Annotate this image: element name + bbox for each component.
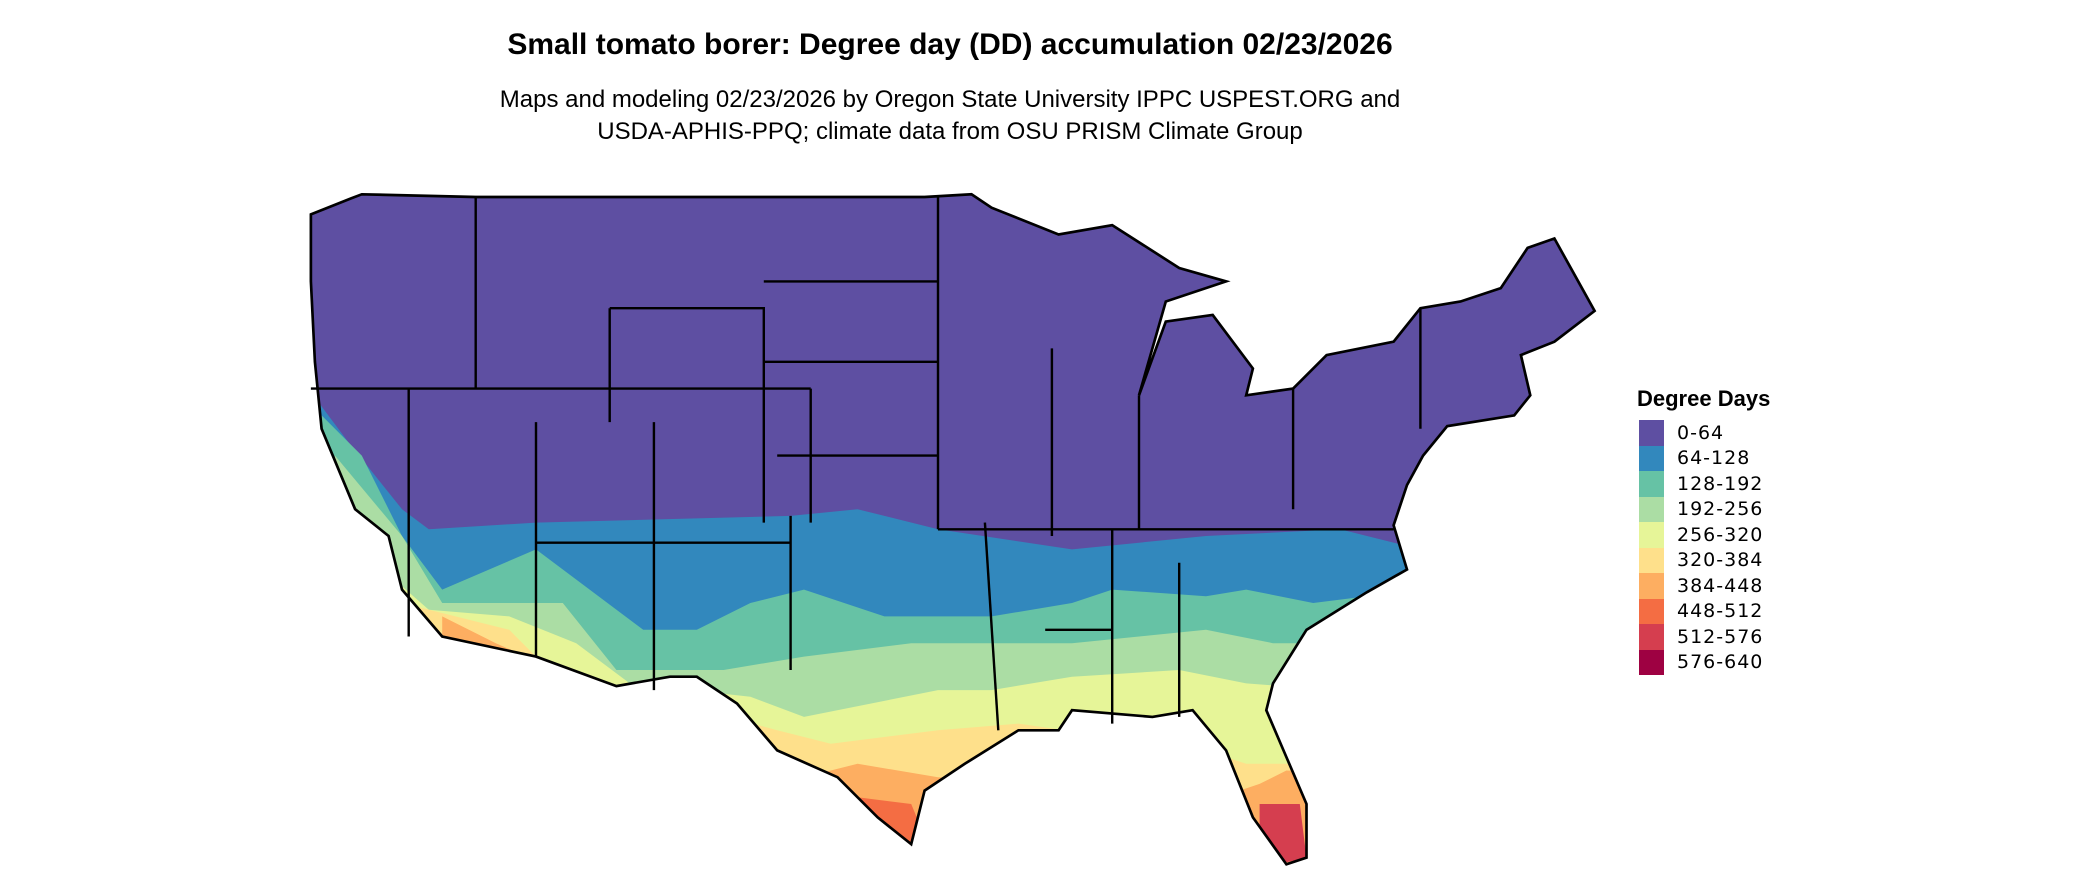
legend-swatch <box>1639 649 1664 675</box>
legend-swatch <box>1639 547 1664 573</box>
legend-label: 0-64 <box>1677 421 1725 444</box>
legend-title: Degree Days <box>1637 386 1771 411</box>
legend-label: 512-576 <box>1677 625 1764 648</box>
legend-swatch <box>1639 445 1664 471</box>
legend-swatch <box>1639 598 1664 624</box>
legend-item: 320-384 <box>1639 547 1770 573</box>
legend-item: 192-256 <box>1639 496 1770 522</box>
legend-label: 384-448 <box>1677 574 1764 597</box>
legend-swatch <box>1639 624 1664 650</box>
legend-swatch <box>1639 420 1664 446</box>
map-subtitle-line1: Maps and modeling 02/23/2026 by Oregon S… <box>499 86 1401 113</box>
legend-label: 128-192 <box>1677 472 1764 495</box>
legend-label: 576-640 <box>1677 651 1764 674</box>
legend-label: 64-128 <box>1677 447 1751 470</box>
state-border <box>983 522 1000 731</box>
legend-swatch <box>1639 573 1664 599</box>
legend-swatch <box>1639 496 1664 522</box>
legend-item: 128-192 <box>1639 471 1770 497</box>
legend-label: 320-384 <box>1677 549 1764 572</box>
legend-label: 256-320 <box>1677 523 1764 546</box>
state-border <box>609 306 766 523</box>
legend-label: 192-256 <box>1677 498 1764 521</box>
map-title: Small tomato borer: Degree day (DD) accu… <box>507 28 1393 61</box>
legend: Degree Days 0-64 64-128 128-192 192-256 256-… <box>1637 386 1771 675</box>
legend-item: 448-512 <box>1639 598 1770 624</box>
legend-item: 576-640 <box>1639 649 1770 675</box>
legend-item: 64-128 <box>1639 445 1770 471</box>
legend-item: 384-448 <box>1639 573 1770 599</box>
legend-swatch <box>1639 471 1664 497</box>
map-subtitle-line2: USDA-APHIS-PPQ; climate data from OSU PR… <box>597 118 1303 145</box>
legend-item: 0-64 <box>1639 420 1770 446</box>
legend-swatch <box>1639 522 1664 548</box>
us-outline <box>309 192 1597 866</box>
legend-item: 256-320 <box>1639 522 1770 548</box>
legend-item: 512-576 <box>1639 624 1770 650</box>
legend-label: 448-512 <box>1677 600 1764 623</box>
